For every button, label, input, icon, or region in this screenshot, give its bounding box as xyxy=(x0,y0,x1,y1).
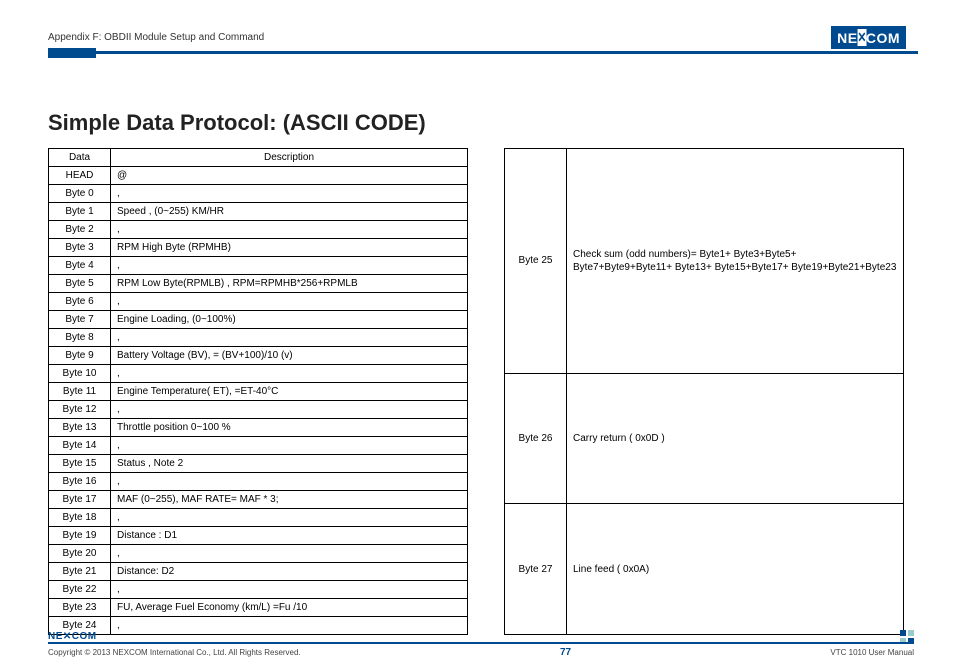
table-cell-desc: MAF (0~255), MAF RATE= MAF * 3; xyxy=(111,491,468,509)
table-cell-desc: , xyxy=(111,581,468,599)
protocol-table-left: Data Description HEAD@Byte 0,Byte 1Speed… xyxy=(48,148,468,635)
footer-logo: NE✕COM xyxy=(48,631,914,642)
copyright-text: Copyright © 2013 NEXCOM International Co… xyxy=(48,648,301,657)
table-cell-data: Byte 21 xyxy=(49,563,111,581)
table-cell-desc: , xyxy=(111,221,468,239)
logo-x-icon: ✕ xyxy=(857,29,866,46)
table-cell-data: Byte 1 xyxy=(49,203,111,221)
page-number: 77 xyxy=(560,647,571,658)
table-cell-desc: , xyxy=(111,185,468,203)
manual-name: VTC 1010 User Manual xyxy=(830,648,914,657)
table-cell-data: Byte 16 xyxy=(49,473,111,491)
table-cell-data: Byte 7 xyxy=(49,311,111,329)
table-cell-data: Byte 12 xyxy=(49,401,111,419)
table-cell-desc: , xyxy=(111,473,468,491)
table-cell-data: Byte 25 xyxy=(505,149,567,374)
page-footer: NE✕COM Copyright © 2013 NEXCOM Internati… xyxy=(48,631,914,658)
table-cell-data: Byte 20 xyxy=(49,545,111,563)
table-cell-desc: Distance: D2 xyxy=(111,563,468,581)
table-cell-data: Byte 8 xyxy=(49,329,111,347)
table-cell-desc: Check sum (odd numbers)= Byte1+ Byte3+By… xyxy=(567,149,904,374)
table-cell-desc: Carry return ( 0x0D ) xyxy=(567,373,904,504)
table-cell-data: Byte 23 xyxy=(49,599,111,617)
brand-logo: NE✕COM xyxy=(831,26,906,49)
table-cell-desc: , xyxy=(111,437,468,455)
table-cell-data: Byte 3 xyxy=(49,239,111,257)
table-cell-data: Byte 10 xyxy=(49,365,111,383)
footer-rule xyxy=(48,642,914,644)
table-cell-data: Byte 6 xyxy=(49,293,111,311)
table-cell-desc: Distance : D1 xyxy=(111,527,468,545)
table-cell-desc: Throttle position 0~100 % xyxy=(111,419,468,437)
protocol-table-right: Byte 25Check sum (odd numbers)= Byte1+ B… xyxy=(504,148,904,635)
table-cell-desc: Speed , (0~255) KM/HR xyxy=(111,203,468,221)
table-cell-data: Byte 13 xyxy=(49,419,111,437)
table-cell-data: HEAD xyxy=(49,167,111,185)
table-cell-data: Byte 26 xyxy=(505,373,567,504)
table-cell-desc: , xyxy=(111,401,468,419)
table-cell-desc: Battery Voltage (BV), = (BV+100)/10 (v) xyxy=(111,347,468,365)
table-cell-data: Byte 19 xyxy=(49,527,111,545)
logo-part-a: NE xyxy=(837,30,857,46)
col-header-desc: Description xyxy=(111,149,468,167)
table-cell-desc: Engine Temperature( ET), =ET-40°C xyxy=(111,383,468,401)
table-cell-desc: Engine Loading, (0~100%) xyxy=(111,311,468,329)
col-header-data: Data xyxy=(49,149,111,167)
table-cell-desc: , xyxy=(111,257,468,275)
table-cell-data: Byte 5 xyxy=(49,275,111,293)
table-cell-desc: , xyxy=(111,509,468,527)
table-cell-desc: Line feed ( 0x0A) xyxy=(567,504,904,635)
header-tab xyxy=(48,48,96,58)
table-cell-data: Byte 18 xyxy=(49,509,111,527)
table-cell-desc: RPM High Byte (RPMHB) xyxy=(111,239,468,257)
table-cell-data: Byte 17 xyxy=(49,491,111,509)
page-title: Simple Data Protocol: (ASCII CODE) xyxy=(48,110,906,136)
table-cell-data: Byte 2 xyxy=(49,221,111,239)
table-cell-data: Byte 11 xyxy=(49,383,111,401)
table-cell-data: Byte 9 xyxy=(49,347,111,365)
table-cell-desc: @ xyxy=(111,167,468,185)
table-cell-data: Byte 27 xyxy=(505,504,567,635)
table-cell-data: Byte 22 xyxy=(49,581,111,599)
table-cell-data: Byte 0 xyxy=(49,185,111,203)
table-cell-data: Byte 15 xyxy=(49,455,111,473)
table-cell-desc: , xyxy=(111,545,468,563)
table-cell-desc: Status , Note 2 xyxy=(111,455,468,473)
appendix-title: Appendix F: OBDII Module Setup and Comma… xyxy=(48,32,264,43)
table-cell-data: Byte 14 xyxy=(49,437,111,455)
table-cell-desc: RPM Low Byte(RPMLB) , RPM=RPMHB*256+RPML… xyxy=(111,275,468,293)
table-cell-data: Byte 4 xyxy=(49,257,111,275)
table-cell-desc: FU, Average Fuel Economy (km/L) =Fu /10 xyxy=(111,599,468,617)
header-rule xyxy=(48,51,918,54)
table-cell-desc: , xyxy=(111,329,468,347)
logo-part-b: COM xyxy=(866,30,900,46)
table-cell-desc: , xyxy=(111,365,468,383)
table-cell-desc: , xyxy=(111,293,468,311)
